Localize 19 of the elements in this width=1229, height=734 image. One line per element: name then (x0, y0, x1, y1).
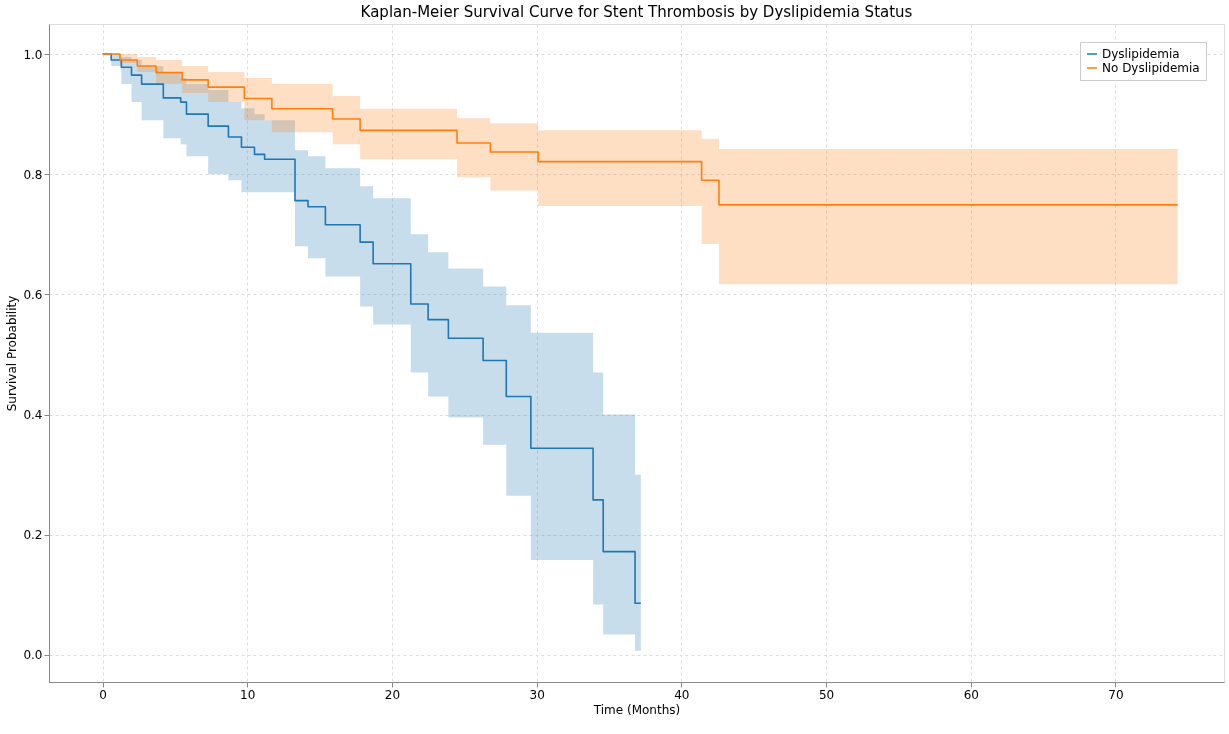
x-tick-label: 50 (818, 687, 835, 702)
y-tick-label: 0.4 (23, 408, 43, 423)
x-axis-title: Time (Months) (592, 702, 681, 717)
y-axis-title: Survival Probability (5, 295, 20, 412)
x-tick-label: 70 (1108, 687, 1124, 702)
legend-label: No Dyslipidemia (1102, 61, 1200, 75)
chart-title: Kaplan-Meier Survival Curve for Stent Thrombosis by Dyslipidemia Status (360, 3, 913, 21)
x-tick-label: 40 (674, 687, 690, 702)
x-tick-label: 10 (240, 687, 256, 702)
x-tick-label: 30 (529, 687, 545, 702)
x-tick-label: 0 (99, 687, 107, 702)
legend-label: Dyslipidemia (1102, 47, 1180, 61)
y-tick-label: 1.0 (23, 47, 43, 62)
x-tick-label: 20 (384, 687, 401, 702)
x-tick-label: 60 (963, 687, 979, 702)
y-tick-label: 0.2 (23, 528, 43, 543)
y-tick-label: 0.0 (23, 648, 43, 663)
y-tick-label: 0.6 (23, 287, 43, 302)
y-tick-label: 0.8 (23, 167, 43, 182)
